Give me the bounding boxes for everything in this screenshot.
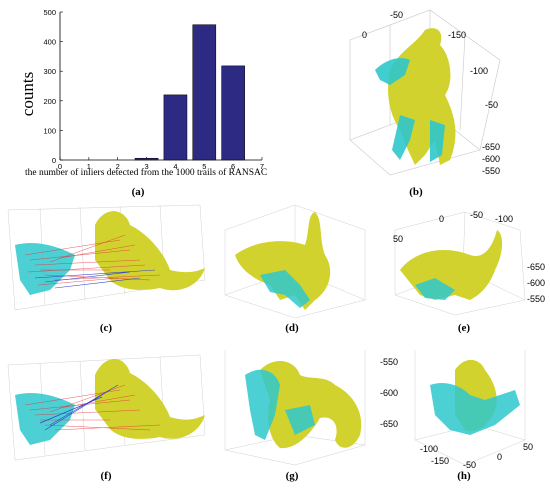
caption-g: (g): [285, 470, 299, 482]
hist-ytick-label: 300: [43, 67, 56, 76]
b-right-tick-1: -100: [470, 66, 488, 76]
hist-xtick-label: 1: [87, 162, 91, 171]
hist-ytick-label: 100: [43, 126, 56, 135]
dino-d-yellow: [235, 212, 331, 310]
hist-xtick-label: 0: [58, 162, 62, 171]
caption-d: (d): [285, 322, 299, 334]
dino-f-yellow: [95, 359, 205, 439]
b-right-tick-0: -150: [448, 30, 466, 40]
h-z-tick-1: -600: [380, 388, 398, 398]
caption-h: (h): [457, 470, 471, 482]
hist-ytick-label: 500: [43, 8, 56, 17]
h-bottom-tick-2: 50: [523, 442, 533, 452]
f-blue-lines: [39, 384, 119, 431]
e-top-tick-0: 50: [393, 234, 403, 244]
dino-g-cyan: [245, 369, 315, 440]
b-z-tick-0: -650: [482, 142, 500, 152]
dino-f-cyan: [15, 393, 75, 445]
hist-xtick-label: 3: [144, 162, 148, 171]
histogram-panel: 0 100 200 300 400 500 0 1 2 3 4 5 6 7 counts the numb…: [0, 0, 275, 200]
dino-c-cyan: [15, 243, 75, 295]
dino-h-cyan: [430, 383, 520, 435]
panel-g-3d-view: [215, 340, 375, 470]
h-z-tick-0: -550: [380, 357, 398, 367]
panel-h-3d-view: -550 -600 -650 -50 0 50 -100 -150: [375, 340, 550, 470]
panel-f-correspondences: [0, 345, 215, 465]
h-bottom-tick-0: -50: [463, 460, 476, 470]
dino-e-cyan: [415, 278, 455, 300]
caption-e: (e): [457, 322, 471, 334]
hist-bar: [192, 24, 217, 161]
b-z-tick-2: -550: [482, 166, 500, 176]
e-z-tick-0: -650: [527, 262, 545, 272]
e-top-tick-3: -100: [495, 214, 513, 224]
e-top-tick-1: 0: [439, 214, 444, 224]
panel-d-3d-view: [215, 200, 375, 320]
b-z-tick-1: -600: [482, 154, 500, 164]
e-z-tick-2: -550: [527, 294, 545, 304]
dino-d-cyan: [260, 270, 310, 308]
h-z-tick-2: -650: [380, 419, 398, 429]
f-red-lines: [24, 384, 161, 431]
hist-xtick-label: 7: [260, 162, 264, 171]
b-right-tick-2: -50: [485, 100, 498, 110]
dino-g-yellow: [260, 360, 362, 449]
h-bottom-tick-1: 0: [497, 452, 502, 462]
caption-a: (a): [131, 186, 145, 198]
panel-b-3d-view: -50 0 -150 -100 -50 -650 -600 -550: [330, 0, 540, 185]
hist-xtick-label: 5: [202, 162, 206, 171]
panel-c-correspondences: [0, 200, 215, 320]
hist-bar: [221, 65, 245, 161]
h-bottom-tick-4: -150: [431, 456, 449, 466]
histogram-ylabel: counts: [18, 71, 38, 117]
histogram-chart: 0 100 200 300 400 500 0 1 2 3 4 5 6 7: [43, 8, 264, 171]
hist-ytick-label: 200: [43, 97, 56, 106]
c-red-lines: [24, 234, 161, 286]
caption-b: (b): [409, 186, 423, 198]
e-z-tick-1: -600: [527, 278, 545, 288]
h-bottom-tick-3: -100: [420, 444, 438, 454]
hist-xtick-label: 4: [173, 162, 177, 171]
hist-bar: [163, 94, 188, 161]
b-top-tick-1: 0: [362, 30, 367, 40]
b-top-tick-0: -50: [390, 10, 403, 20]
hist-ytick-label: 400: [43, 38, 56, 47]
hist-ytick-label: 0: [52, 156, 56, 165]
histogram-xlabel: the number of inliers detected from the …: [25, 168, 268, 178]
dino-b-cyan: [375, 58, 445, 162]
c-blue-lines: [34, 269, 156, 289]
caption-f: (f): [100, 470, 112, 482]
hist-xtick-label: 6: [231, 162, 235, 171]
e-top-tick-2: -50: [470, 210, 483, 220]
hist-bar: [134, 157, 159, 161]
caption-c: (c): [99, 322, 113, 334]
dino-c-yellow: [95, 211, 205, 291]
hist-xtick-label: 2: [116, 162, 120, 171]
panel-e-3d-view: 50 0 -50 -100 -650 -600 -550: [375, 200, 550, 320]
